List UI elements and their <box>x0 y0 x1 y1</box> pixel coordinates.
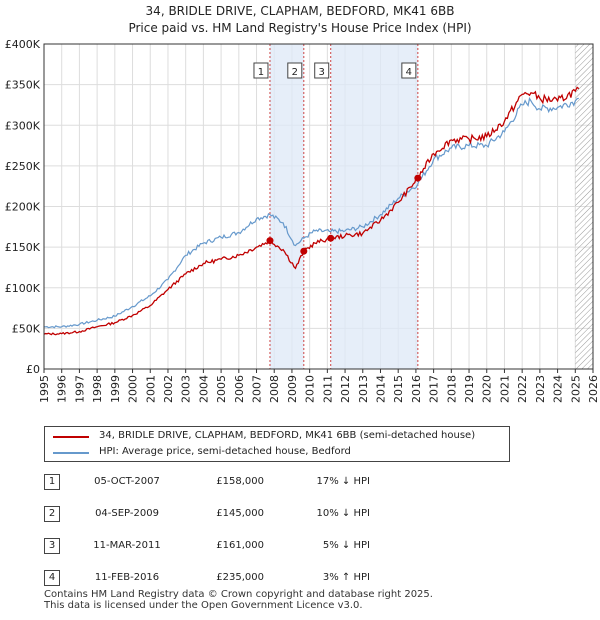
x-tick-label: 2014 <box>374 375 387 403</box>
x-tick-label: 1997 <box>73 375 86 403</box>
sale-number-badge: 2 <box>44 506 60 522</box>
x-tick-label: 2017 <box>428 375 441 403</box>
x-tick-label: 2016 <box>410 375 423 403</box>
footer-line1: Contains HM Land Registry data © Crown c… <box>44 589 433 600</box>
sale-label-text: 4 <box>406 67 412 78</box>
x-tick-label: 2022 <box>516 375 529 403</box>
x-tick-label: 2003 <box>180 375 193 403</box>
legend-swatch-property <box>53 436 89 438</box>
x-tick-label: 2006 <box>233 375 246 403</box>
y-tick-label: £0 <box>26 363 40 376</box>
y-tick-label: £250K <box>5 160 41 173</box>
footer-line2: This data is licensed under the Open Gov… <box>44 600 363 611</box>
y-tick-label: £400K <box>5 38 41 51</box>
sale-date: 05-OCT-2007 <box>94 476 160 487</box>
sale-hpi-diff: 10% ↓ HPI <box>316 508 370 519</box>
x-tick-label: 2025 <box>569 375 582 403</box>
x-tick-label: 2019 <box>463 375 476 403</box>
x-tick-label: 2015 <box>392 375 405 403</box>
sale-hpi-diff: 17% ↓ HPI <box>316 476 370 487</box>
sale-row: 3 11-MAR-2011 £161,000 5% ↓ HPI <box>44 538 584 556</box>
x-tick-label: 2005 <box>215 375 228 403</box>
plot-frame <box>43 43 594 370</box>
y-tick-label: £50K <box>12 322 41 335</box>
x-tick-label: 2001 <box>144 375 157 403</box>
x-tick-label: 2007 <box>251 375 264 403</box>
sale-label-text: 3 <box>319 67 325 78</box>
sale-date: 11-FEB-2016 <box>94 572 160 583</box>
hpi-line <box>44 96 579 329</box>
x-tick-label: 2018 <box>445 375 458 403</box>
x-tick-label: 2020 <box>481 375 494 403</box>
y-tick-label: £200K <box>5 201 41 214</box>
legend-label-property: 34, BRIDLE DRIVE, CLAPHAM, BEDFORD, MK41… <box>99 430 476 441</box>
x-tick-label: 1996 <box>56 375 69 403</box>
property-price-line <box>43 86 580 336</box>
y-tick-label: £350K <box>5 79 41 92</box>
forecast-hatch <box>575 44 593 369</box>
sale-number-badge: 1 <box>44 474 60 490</box>
shaded-span <box>269 44 304 369</box>
sale-label-box <box>287 62 303 79</box>
x-tick-label: 2002 <box>162 375 175 403</box>
sale-number-badge: 3 <box>44 538 60 554</box>
x-tick-label: 2023 <box>534 375 547 403</box>
sale-price: £161,000 <box>216 540 264 551</box>
sale-number-badge: 4 <box>44 570 60 586</box>
sale-label-text: 2 <box>292 67 298 78</box>
y-tick-label: £150K <box>5 241 41 254</box>
legend-swatch-hpi <box>53 452 89 454</box>
sale-row: 2 04-SEP-2009 £145,000 10% ↓ HPI <box>44 506 584 524</box>
x-tick-label: 2026 <box>587 375 600 403</box>
x-tick-label: 2010 <box>304 375 317 403</box>
x-tick-label: 2012 <box>339 375 352 403</box>
x-tick-label: 1998 <box>91 375 104 403</box>
x-tick-label: 2008 <box>268 375 281 403</box>
x-tick-label: 1999 <box>109 375 122 403</box>
sale-price: £235,000 <box>216 572 264 583</box>
x-tick-label: 2024 <box>552 375 565 403</box>
x-tick-label: 2013 <box>357 375 370 403</box>
x-tick-label: 2004 <box>197 375 210 403</box>
chart-title-line1: 34, BRIDLE DRIVE, CLAPHAM, BEDFORD, MK41… <box>145 4 455 18</box>
x-tick-label: 1995 <box>38 375 51 403</box>
footer-attribution: Contains HM Land Registry data © Crown c… <box>44 589 433 611</box>
sale-price: £158,000 <box>216 476 264 487</box>
sale-label-box <box>314 62 330 79</box>
sale-row: 4 11-FEB-2016 £235,000 3% ↑ HPI <box>44 570 584 588</box>
y-tick-label: £300K <box>5 119 41 132</box>
sale-hpi-diff: 3% ↑ HPI <box>322 572 370 583</box>
sale-label-box <box>253 62 269 79</box>
price-chart: 1 2 3 4 £0 £50K £100K £150K £200K £250K £300K £350… <box>5 38 600 403</box>
sale-point <box>300 247 308 255</box>
sale-hpi-diff: 5% ↓ HPI <box>322 540 370 551</box>
y-tick-label: £100K <box>5 282 41 295</box>
sale-row: 1 05-OCT-2007 £158,000 17% ↓ HPI <box>44 474 584 492</box>
sale-date: 04-SEP-2009 <box>95 508 159 519</box>
sale-point <box>266 237 274 245</box>
sale-point <box>414 174 422 182</box>
sale-date: 11-MAR-2011 <box>93 540 161 551</box>
sale-price: £145,000 <box>216 508 264 519</box>
chart-title-line2: Price paid vs. HM Land Registry's House … <box>128 21 472 35</box>
shaded-span <box>330 44 418 369</box>
sale-label-text: 1 <box>258 67 264 78</box>
x-tick-label: 2000 <box>127 375 140 403</box>
legend-label-hpi: HPI: Average price, semi-detached house,… <box>99 446 351 457</box>
sale-point <box>327 234 335 242</box>
x-tick-label: 2021 <box>498 375 511 403</box>
sale-label-box <box>401 62 417 79</box>
x-tick-label: 2009 <box>286 375 299 403</box>
x-tick-label: 2011 <box>321 375 334 403</box>
chart-legend: 34, BRIDLE DRIVE, CLAPHAM, BEDFORD, MK41… <box>44 426 510 462</box>
